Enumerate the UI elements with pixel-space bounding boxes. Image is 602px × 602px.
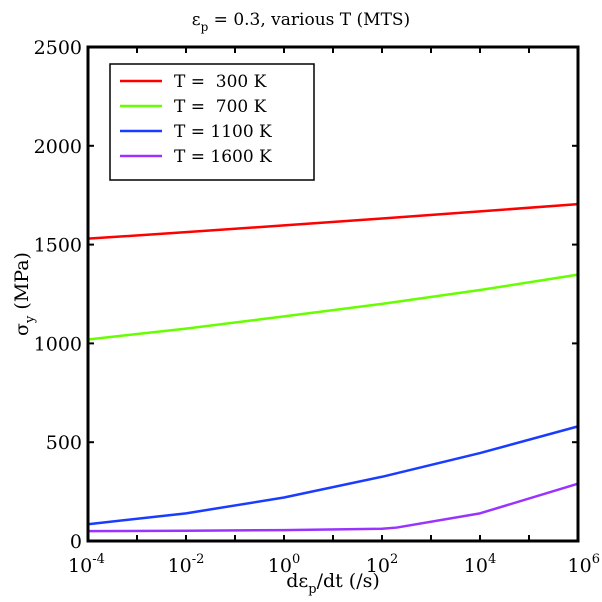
series-line-3	[87, 482, 579, 533]
legend-label-0: T = 300 K	[174, 72, 267, 92]
legend: T = 300 K T = 700 K T = 1100 K T = 1600 K	[109, 63, 315, 181]
title-prefix: ε	[192, 10, 201, 30]
y-tick-label: 2500	[34, 37, 82, 59]
x-tick-base: 10	[68, 555, 92, 577]
y-tick-label: 500	[46, 432, 82, 454]
x-tick-base: 10	[366, 555, 390, 577]
y-tick-label: 2000	[34, 136, 82, 158]
x-tick-exponent: 6	[592, 552, 600, 567]
x-tick-exponent: -2	[192, 552, 205, 567]
x-tick-base: 10	[168, 555, 192, 577]
y-tick-label: 1000	[34, 333, 82, 355]
y-label-prefix: σ	[11, 323, 33, 336]
y-tick-label: 0	[70, 531, 82, 553]
x-tick-label: 10-4	[68, 552, 105, 577]
x-label-prefix: dε	[286, 570, 308, 592]
y-axis-label: σy (MPa)	[11, 252, 38, 336]
x-tick-label: 102	[366, 552, 398, 577]
axis-labels: dεp/dt (/s) σy (MPa)	[11, 252, 380, 597]
series-line-2	[87, 425, 579, 526]
y-label-suffix: (MPa)	[11, 252, 33, 316]
legend-box	[109, 63, 315, 181]
title-suffix: = 0.3, various T (MTS)	[208, 10, 410, 30]
x-axis-label: dεp/dt (/s)	[286, 570, 380, 597]
legend-label-1: T = 700 K	[174, 97, 267, 117]
x-tick-base: 10	[268, 555, 292, 577]
x-tick-base: 10	[568, 555, 592, 577]
x-label-suffix: /dt (/s)	[317, 570, 380, 592]
x-tick-label: 100	[268, 552, 300, 577]
legend-label-3: T = 1600 K	[174, 147, 272, 167]
x-tick-label: 106	[568, 552, 600, 577]
x-tick-exponent: 0	[292, 552, 300, 567]
x-tick-label: 10-2	[168, 552, 205, 577]
x-tick-exponent: 2	[390, 552, 398, 567]
x-tick-exponent: 4	[488, 552, 496, 567]
y-tick-label: 1500	[34, 235, 82, 257]
y-label-subscript: y	[23, 315, 38, 324]
x-tick-base: 10	[464, 555, 488, 577]
title-subscript: p	[201, 20, 209, 34]
series-line-1	[87, 273, 579, 341]
chart-title-text: εp = 0.3, various T (MTS)	[192, 10, 410, 34]
x-tick-label: 104	[464, 552, 496, 577]
x-label-subscript: p	[308, 582, 316, 597]
chart-title: εp = 0.3, various T (MTS)	[192, 10, 410, 34]
legend-label-2: T = 1100 K	[174, 122, 272, 142]
x-tick-exponent: -4	[92, 552, 105, 567]
series-line-0	[87, 202, 579, 240]
